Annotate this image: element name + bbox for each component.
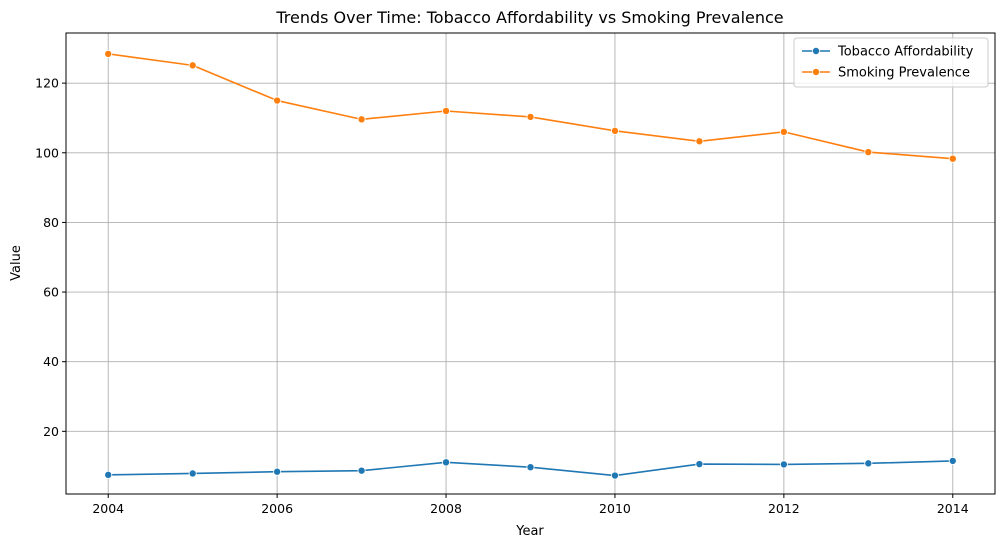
- data-point: [695, 460, 704, 469]
- legend-label-1: Tobacco Affordability: [837, 45, 974, 60]
- data-point: [948, 154, 957, 163]
- data-point: [526, 463, 535, 472]
- grid-lines: [66, 33, 995, 494]
- y-tick-label: 60: [43, 285, 59, 300]
- plot-area-frame: [65, 32, 996, 495]
- y-tick-label: 40: [43, 354, 59, 369]
- y-tick-label: 100: [35, 145, 59, 160]
- data-point: [695, 137, 704, 146]
- legend-swatch-marker-2: [812, 68, 821, 77]
- x-tick-label: 2006: [261, 501, 293, 516]
- data-point: [864, 148, 873, 157]
- series-1: [104, 456, 957, 480]
- x-tick-label: 2012: [768, 501, 800, 516]
- data-point: [779, 460, 788, 469]
- data-point: [188, 469, 197, 478]
- series-2: [104, 49, 957, 163]
- y-axis-label: Value: [9, 245, 24, 281]
- data-point: [357, 115, 366, 124]
- data-point: [357, 466, 366, 475]
- x-tick-label: 2004: [92, 501, 124, 516]
- x-axis-label: Year: [515, 524, 544, 539]
- legend: Tobacco Affordability Smoking Prevalence: [793, 37, 989, 88]
- y-tick-label: 20: [43, 424, 59, 439]
- series-lines: [104, 49, 957, 480]
- data-point: [188, 61, 197, 70]
- data-point: [104, 470, 113, 479]
- data-point: [273, 96, 282, 105]
- legend-frame: [793, 37, 989, 88]
- data-point: [442, 458, 451, 467]
- data-point: [864, 459, 873, 468]
- chart-title: Trends Over Time: Tobacco Affordability …: [275, 8, 783, 27]
- data-point: [610, 126, 619, 135]
- x-tick-label: 2014: [937, 501, 969, 516]
- legend-label-2: Smoking Prevalence: [838, 66, 970, 81]
- data-point: [610, 471, 619, 480]
- x-tick-label: 2010: [599, 501, 631, 516]
- x-tick-label: 2008: [430, 501, 462, 516]
- data-point: [104, 49, 113, 58]
- y-axis-ticks: 20 40 60 80 100 120: [35, 76, 66, 439]
- x-axis-ticks: 2004 2006 2008 2010 2012 2014: [92, 494, 969, 516]
- y-tick-label: 120: [35, 76, 59, 91]
- data-point: [948, 456, 957, 465]
- data-point: [526, 112, 535, 121]
- y-tick-label: 80: [43, 215, 59, 230]
- legend-swatch-marker-1: [812, 47, 821, 56]
- data-point: [442, 106, 451, 115]
- data-point: [273, 467, 282, 476]
- data-point: [779, 127, 788, 136]
